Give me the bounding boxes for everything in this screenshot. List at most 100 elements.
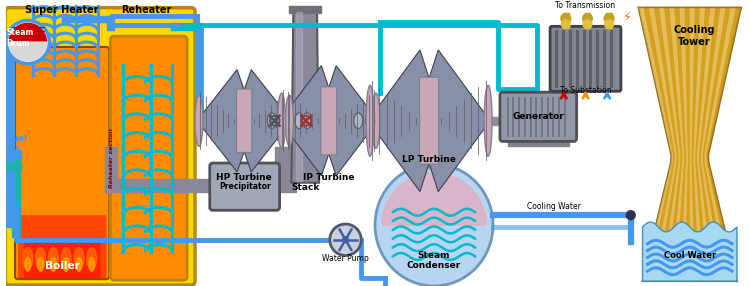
Text: Reheater section: Reheater section: [109, 128, 114, 188]
Text: Reheater: Reheater: [122, 5, 172, 15]
Polygon shape: [638, 8, 741, 281]
Polygon shape: [197, 69, 244, 172]
FancyBboxPatch shape: [24, 240, 100, 278]
Polygon shape: [669, 8, 684, 281]
Polygon shape: [685, 8, 690, 281]
FancyBboxPatch shape: [500, 92, 577, 141]
Ellipse shape: [63, 257, 69, 271]
Bar: [172, 23, 201, 30]
Polygon shape: [244, 69, 292, 172]
Ellipse shape: [50, 257, 56, 271]
Ellipse shape: [366, 113, 374, 129]
Ellipse shape: [36, 248, 46, 269]
FancyBboxPatch shape: [321, 87, 337, 155]
Bar: [104, 147, 117, 192]
FancyBboxPatch shape: [550, 26, 621, 91]
Bar: [6, 162, 21, 170]
Bar: [201, 117, 560, 125]
Polygon shape: [643, 222, 737, 281]
FancyBboxPatch shape: [210, 163, 280, 210]
Polygon shape: [680, 8, 688, 281]
Bar: [104, 179, 218, 192]
Ellipse shape: [354, 113, 363, 129]
Bar: [290, 6, 321, 13]
Ellipse shape: [484, 85, 492, 156]
Wedge shape: [9, 42, 46, 61]
Text: To Transmission: To Transmission: [556, 1, 616, 10]
Ellipse shape: [88, 257, 94, 271]
Circle shape: [8, 21, 49, 63]
FancyBboxPatch shape: [236, 89, 252, 152]
Text: ⚡: ⚡: [622, 10, 632, 23]
Bar: [606, 13, 612, 28]
Circle shape: [604, 20, 613, 29]
Ellipse shape: [49, 248, 58, 269]
Ellipse shape: [25, 257, 31, 271]
Text: Water Pump: Water Pump: [322, 255, 369, 263]
Text: Stack: Stack: [291, 182, 320, 192]
Text: Precipitator: Precipitator: [219, 182, 271, 191]
Bar: [12, 158, 20, 237]
Polygon shape: [659, 8, 680, 281]
Ellipse shape: [286, 95, 293, 146]
Circle shape: [604, 13, 614, 23]
Polygon shape: [695, 8, 710, 281]
Polygon shape: [704, 8, 736, 281]
Polygon shape: [292, 8, 319, 183]
Polygon shape: [699, 8, 721, 281]
Text: Cooling Water: Cooling Water: [527, 202, 581, 211]
Circle shape: [562, 20, 570, 29]
Text: Fuel
Air: Fuel Air: [8, 134, 27, 153]
FancyBboxPatch shape: [5, 8, 195, 285]
Bar: [62, 15, 112, 22]
Bar: [6, 35, 14, 227]
Polygon shape: [368, 50, 429, 192]
Wedge shape: [382, 173, 486, 225]
Circle shape: [626, 211, 635, 220]
Circle shape: [343, 237, 349, 243]
Bar: [296, 11, 302, 181]
Ellipse shape: [22, 248, 33, 269]
Bar: [6, 150, 21, 158]
Text: IP Turbine: IP Turbine: [303, 173, 355, 182]
Ellipse shape: [372, 93, 380, 148]
Bar: [274, 147, 296, 192]
Ellipse shape: [267, 113, 276, 129]
Ellipse shape: [38, 257, 44, 271]
Ellipse shape: [295, 113, 304, 129]
Polygon shape: [644, 8, 675, 281]
Text: Generator: Generator: [512, 112, 564, 121]
Text: Cooling
Tower: Cooling Tower: [674, 25, 716, 47]
Text: Cool Water: Cool Water: [664, 251, 716, 261]
Ellipse shape: [76, 257, 82, 271]
Ellipse shape: [74, 248, 84, 269]
Ellipse shape: [62, 248, 71, 269]
Polygon shape: [638, 8, 674, 281]
Circle shape: [330, 224, 362, 255]
Polygon shape: [280, 66, 328, 176]
Text: Steam
Drum: Steam Drum: [6, 28, 34, 48]
Circle shape: [583, 20, 592, 29]
Polygon shape: [700, 8, 725, 281]
Text: HP Turbine: HP Turbine: [216, 173, 272, 182]
Wedge shape: [9, 23, 46, 42]
Polygon shape: [674, 8, 686, 281]
Bar: [508, 138, 568, 146]
Polygon shape: [649, 8, 676, 281]
Polygon shape: [697, 8, 715, 281]
Ellipse shape: [278, 93, 286, 148]
Bar: [419, 129, 439, 168]
Ellipse shape: [195, 95, 202, 146]
Polygon shape: [654, 8, 679, 281]
Polygon shape: [429, 50, 490, 192]
Text: Steam
Condenser: Steam Condenser: [407, 251, 461, 270]
Polygon shape: [664, 8, 682, 281]
Ellipse shape: [366, 85, 374, 156]
Ellipse shape: [303, 113, 311, 129]
Circle shape: [561, 13, 571, 23]
Bar: [562, 13, 568, 28]
Polygon shape: [706, 8, 741, 281]
Ellipse shape: [275, 113, 284, 129]
FancyBboxPatch shape: [18, 215, 106, 278]
Ellipse shape: [87, 248, 97, 269]
